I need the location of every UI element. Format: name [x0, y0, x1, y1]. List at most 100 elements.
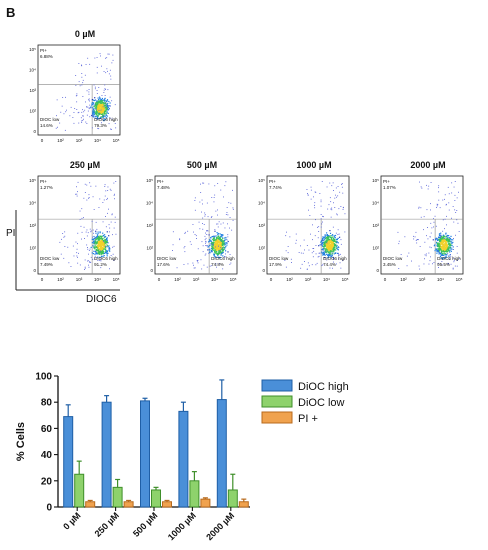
flow-y-tick-label: 10³	[29, 223, 36, 228]
flow-density-dots	[397, 181, 460, 270]
flow-y-tick-label: 10³	[29, 88, 36, 93]
flow-y-tick-label: 0	[33, 129, 36, 134]
legend-swatch	[261, 379, 293, 392]
flow-y-tick-label: 10⁴	[258, 201, 265, 206]
flow-plot-title: 2000 µM	[410, 160, 445, 170]
flow-y-tick-label: 10⁵	[372, 178, 379, 183]
flow-x-tick-label: 10⁵	[342, 277, 349, 282]
gate-pct-pi: 7.48%	[157, 185, 170, 190]
flow-x-tick-label: 10⁴	[94, 277, 101, 282]
flow-density-dots	[284, 181, 346, 270]
bar	[162, 501, 172, 508]
bar	[178, 410, 189, 508]
flow-x-tick-label: 0	[41, 138, 44, 143]
flow-x-tick-label: 10⁵	[456, 277, 463, 282]
flow-y-tick-label: 10⁵	[258, 178, 265, 183]
bar	[216, 399, 227, 508]
legend-label: DiOC low	[298, 397, 345, 409]
flow-x-tick-label: 0	[41, 277, 44, 282]
x-tick-label: 2000 µM	[204, 510, 236, 542]
gate-label-dioc-low: DIOC low	[40, 117, 60, 122]
y-tick-label: 80	[41, 398, 53, 409]
bar	[238, 501, 249, 508]
flow-x-tick-label: 10²	[174, 277, 181, 282]
flow-plot-title: 0 µM	[75, 29, 95, 39]
x-tick-label: 1000 µM	[166, 510, 198, 542]
flow-x-tick-label: 10²	[286, 277, 293, 282]
gate-label-dioc-high: DIOC6 high	[94, 117, 118, 122]
bar	[189, 480, 200, 508]
flow-x-tick-label: 10³	[76, 277, 83, 282]
gate-pct-dioc-low: 7.49%	[40, 262, 53, 267]
flow-plot-frame	[154, 175, 238, 275]
flow-y-tick-label: 10⁴	[372, 201, 379, 206]
gate-pct-pi: 7.74%	[269, 185, 282, 190]
shared-y-axis-label: PI	[6, 228, 15, 239]
flow-x-tick-label: 10⁵	[113, 138, 120, 143]
flow-x-tick-label: 10²	[57, 277, 64, 282]
flow-density-dots	[55, 53, 117, 131]
flow-x-tick-label: 0	[270, 277, 273, 282]
flow-x-tick-label: 0	[384, 277, 387, 282]
gate-pct-dioc-low: 17.6%	[157, 262, 170, 267]
bar-chart: 0 20 40 60 80 100 % Cells 0 µM 250 µM 500 µM 1000 …	[15, 372, 349, 543]
flow-y-tick-label: 10²	[146, 246, 153, 251]
bar	[63, 416, 74, 508]
flow-y-tick-label: 0	[150, 268, 153, 273]
gate-pct-dioc-high: 95.5%	[437, 262, 450, 267]
flow-y-tick-label: 10⁴	[146, 201, 153, 206]
flow-y-tick-label: 10³	[146, 223, 153, 228]
gate-pct-dioc-low: 14.6%	[40, 123, 53, 128]
flow-x-tick-label: 10⁴	[94, 138, 101, 143]
flow-y-tick-label: 10⁵	[29, 47, 36, 52]
flow-x-tick-label: 10⁴	[437, 277, 444, 282]
gate-label-dioc-low: DIOC low	[40, 256, 60, 261]
flow-plot-title: 1000 µM	[296, 160, 331, 170]
flow-plot-title: 250 µM	[70, 160, 100, 170]
x-tick-label: 0 µM	[61, 510, 82, 531]
bar	[227, 489, 238, 508]
gate-pct-dioc-high: 74.8%	[211, 262, 224, 267]
gate-pct-pi: 6.88%	[40, 54, 53, 59]
gate-pct-dioc-low: 17.9%	[269, 262, 282, 267]
bar	[200, 498, 211, 508]
flow-plot-frame	[380, 175, 464, 275]
gate-pct-pi: 1.07%	[383, 185, 396, 190]
legend-label: DiOC high	[298, 381, 349, 393]
flow-shared-axes: PI DIOC6	[6, 210, 120, 305]
panel-label: B	[6, 5, 15, 20]
flow-y-tick-label: 0	[33, 268, 36, 273]
bar	[74, 473, 85, 508]
gate-pct-dioc-high: 91.2%	[94, 262, 107, 267]
gate-label-dioc-high: DIOC6 high	[437, 256, 461, 261]
legend-swatch	[261, 411, 293, 424]
flow-y-tick-label: 10⁴	[29, 68, 36, 73]
flow-plot-frame	[37, 175, 121, 275]
flow-y-tick-label: 10²	[29, 109, 36, 114]
gate-label-dioc-low: DIOC low	[383, 256, 403, 261]
bar	[85, 501, 96, 508]
y-tick-label: 20	[41, 476, 53, 487]
shared-x-axis-label: DIOC6	[86, 294, 117, 305]
gate-label-dioc-high: DIOC6 high	[94, 256, 118, 261]
flow-x-tick-label: 10²	[400, 277, 407, 282]
flow-y-tick-label: 10³	[372, 223, 379, 228]
bar	[112, 486, 123, 508]
bar	[101, 401, 112, 508]
flow-x-tick-label: 10⁵	[230, 277, 237, 282]
gate-pct-dioc-low: 3.45%	[383, 262, 396, 267]
flow-x-tick-label: 10²	[57, 138, 64, 143]
flow-plot-title: 500 µM	[187, 160, 217, 170]
gate-pct-dioc-high: 74.4%	[323, 262, 336, 267]
gate-label-dioc-high: DIOC6 high	[323, 256, 347, 261]
y-tick-label: 60	[41, 424, 53, 435]
flow-y-tick-label: 10⁵	[146, 178, 153, 183]
flow-x-tick-label: 10⁵	[113, 277, 120, 282]
gate-label-dioc-high: DIOC6 high	[211, 256, 235, 261]
flow-y-tick-label: 10⁵	[29, 178, 36, 183]
